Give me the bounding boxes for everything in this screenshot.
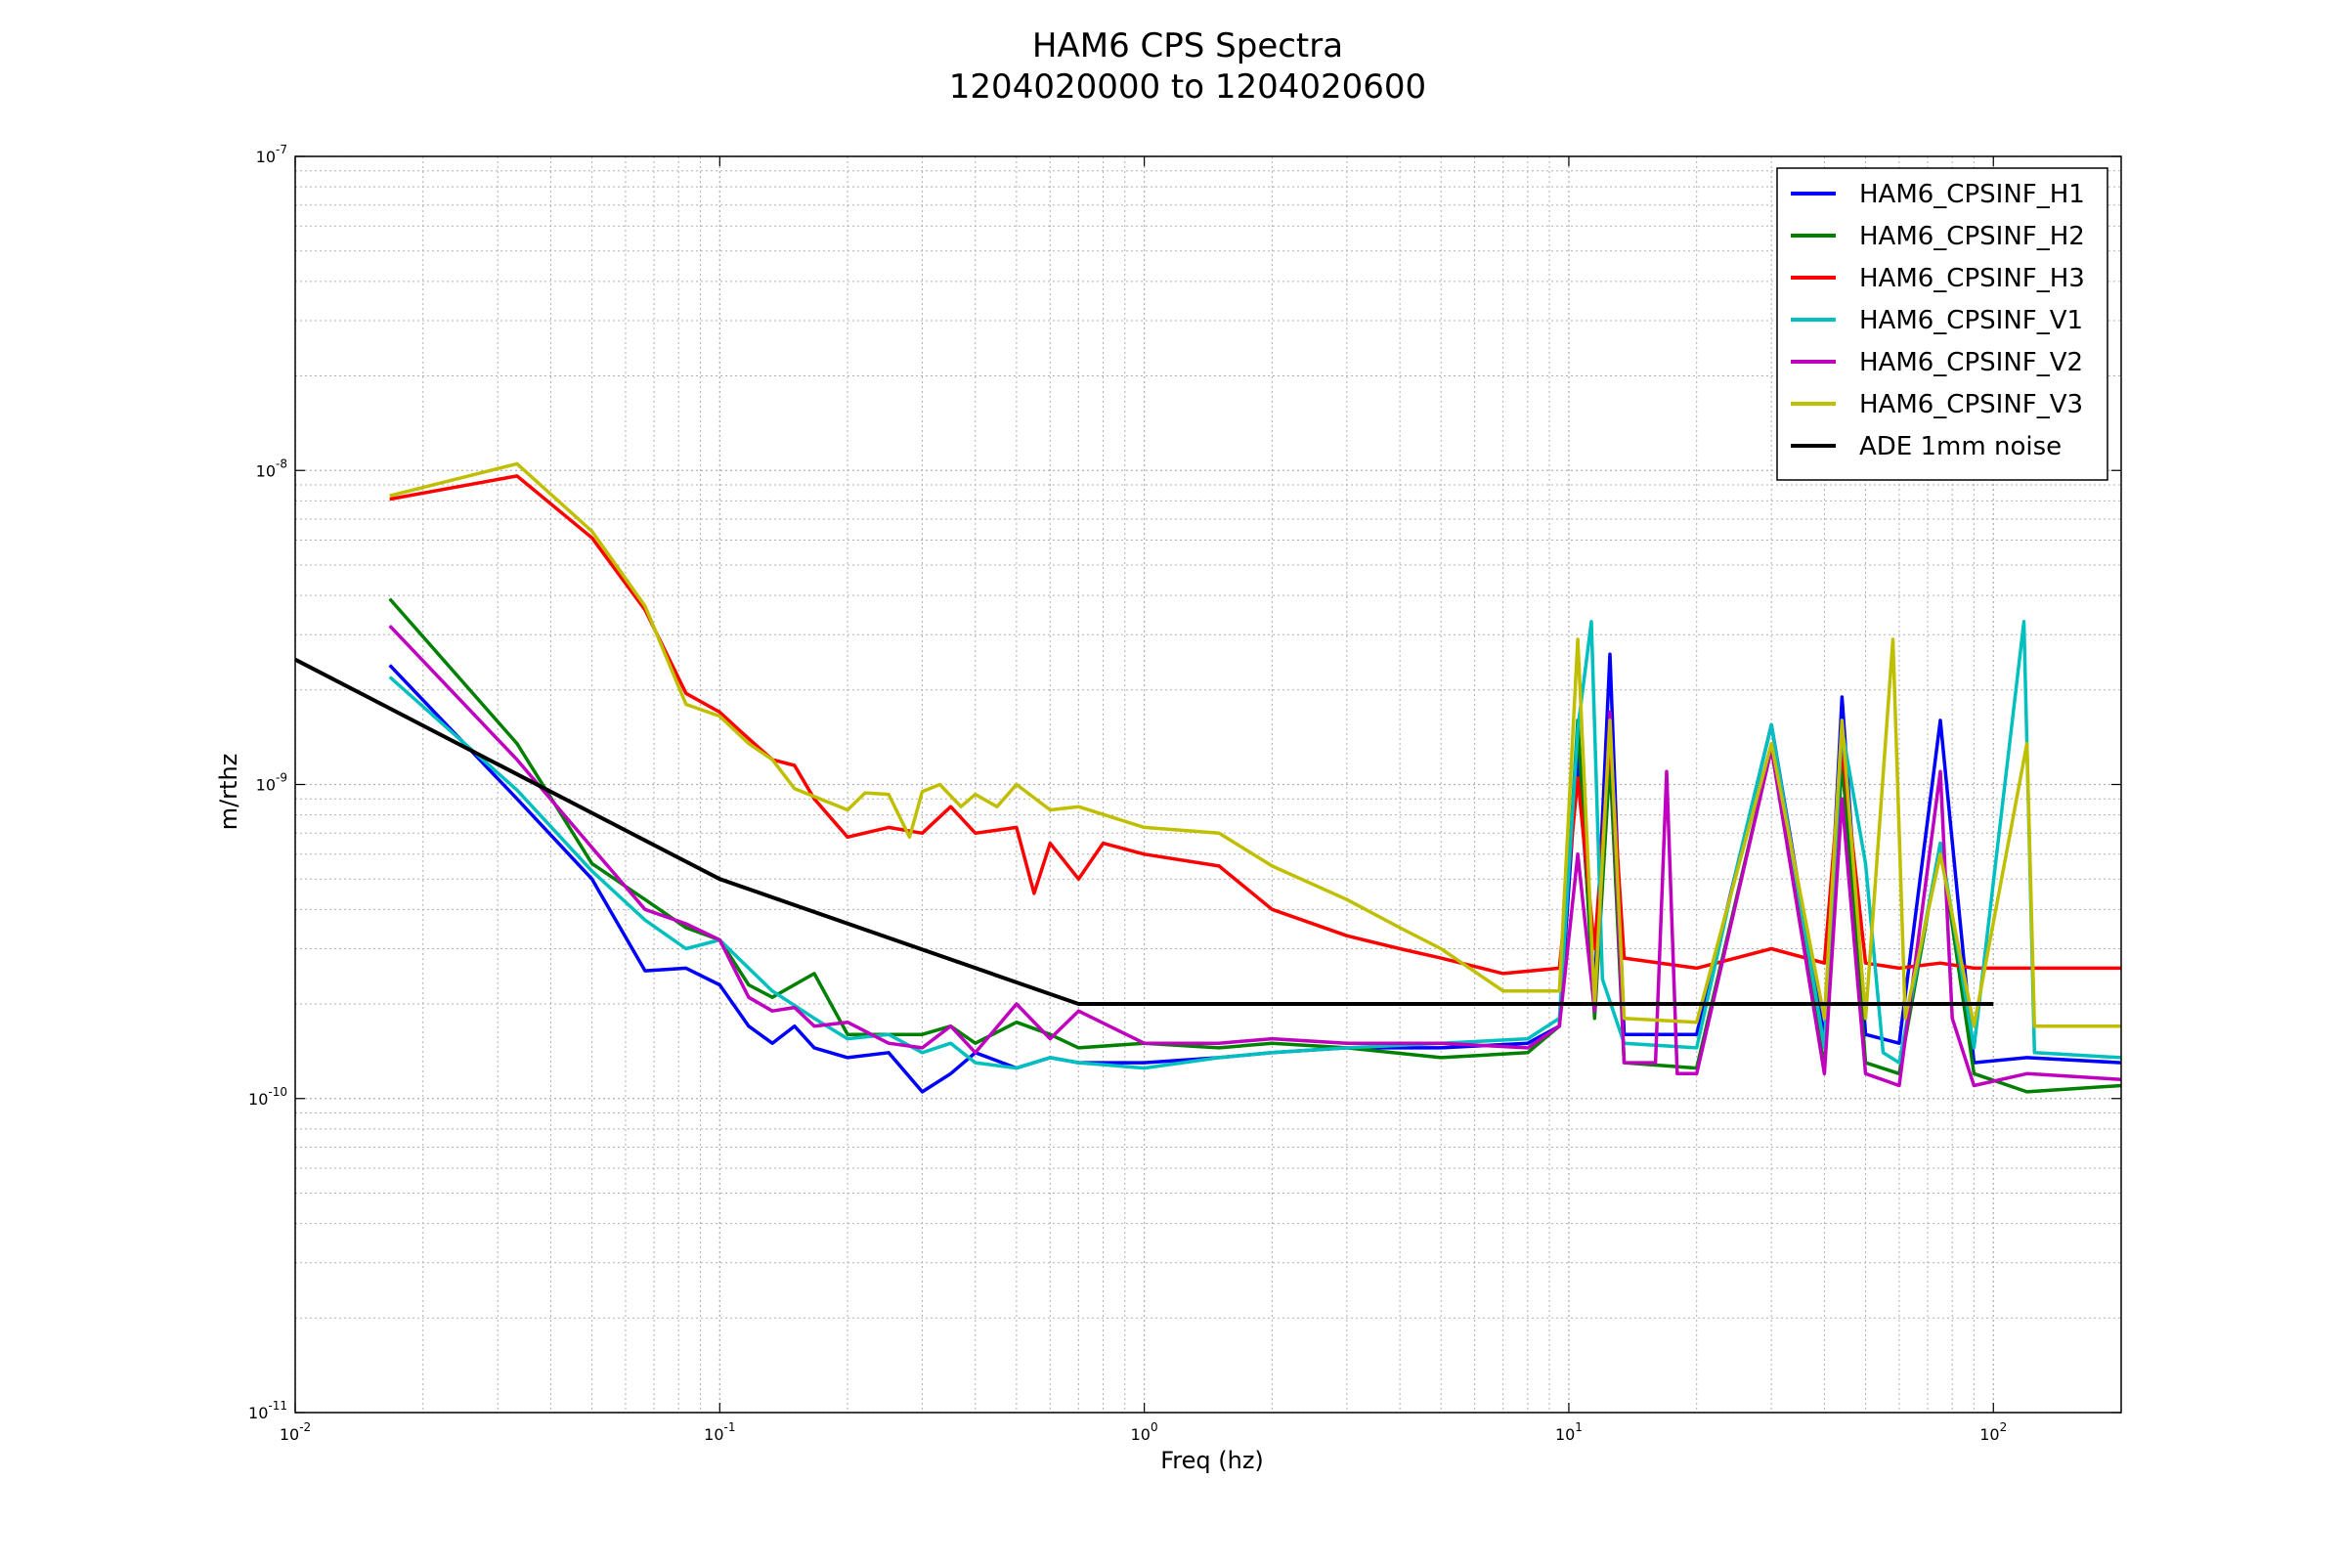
chart-subtitle: 1204020000 to 1204020600 bbox=[949, 67, 1426, 107]
legend-label-ade-1mm-noise: ADE 1mm noise bbox=[1859, 432, 2062, 461]
x-tick-label: 101 bbox=[1555, 1420, 1583, 1444]
legend-label-ham6-cpsinf-v2: HAM6_CPSINF_V2 bbox=[1859, 348, 2083, 377]
series-line-ham6-cpsinf-v2 bbox=[388, 624, 2121, 1088]
legend-label-ham6-cpsinf-h1: HAM6_CPSINF_H1 bbox=[1859, 180, 2085, 209]
y-tick-label: 10-7 bbox=[256, 143, 287, 166]
y-tick-label: 10-8 bbox=[256, 457, 287, 480]
legend-label-ham6-cpsinf-v1: HAM6_CPSINF_V1 bbox=[1859, 306, 2083, 335]
legend: HAM6_CPSINF_H1 HAM6_CPSINF_H2 HAM6_CPSINF_… bbox=[1776, 167, 2108, 481]
x-tick-label: 100 bbox=[1131, 1420, 1158, 1444]
legend-label-ham6-cpsinf-h3: HAM6_CPSINF_H3 bbox=[1859, 264, 2085, 293]
y-tick-label: 10-11 bbox=[248, 1399, 287, 1422]
legend-box bbox=[1776, 167, 2108, 481]
y-axis-label: m/rthz bbox=[215, 754, 242, 831]
y-tick-label: 10-10 bbox=[248, 1085, 287, 1109]
x-tick-label: 10-2 bbox=[280, 1420, 311, 1444]
x-tick-label: 10-1 bbox=[704, 1420, 735, 1444]
y-tick-label: 10-9 bbox=[256, 771, 287, 795]
legend-label-ham6-cpsinf-v3: HAM6_CPSINF_V3 bbox=[1859, 390, 2083, 419]
series-line-ham6-cpsinf-v3 bbox=[389, 461, 2121, 1028]
plot-lines bbox=[295, 461, 2121, 1094]
x-tick-label: 102 bbox=[1979, 1420, 2007, 1444]
x-axis-label: Freq (hz) bbox=[1160, 1447, 1264, 1474]
series-line-ade-1mm-noise bbox=[295, 657, 1994, 1006]
legend-label-ham6-cpsinf-h2: HAM6_CPSINF_H2 bbox=[1859, 222, 2085, 251]
ticks: 10-2 10-1 100 101 102 10-11 10-10 10-9 10-8 10-7 bbox=[248, 143, 2121, 1444]
chart-title: HAM6 CPS Spectra bbox=[1032, 26, 1343, 65]
